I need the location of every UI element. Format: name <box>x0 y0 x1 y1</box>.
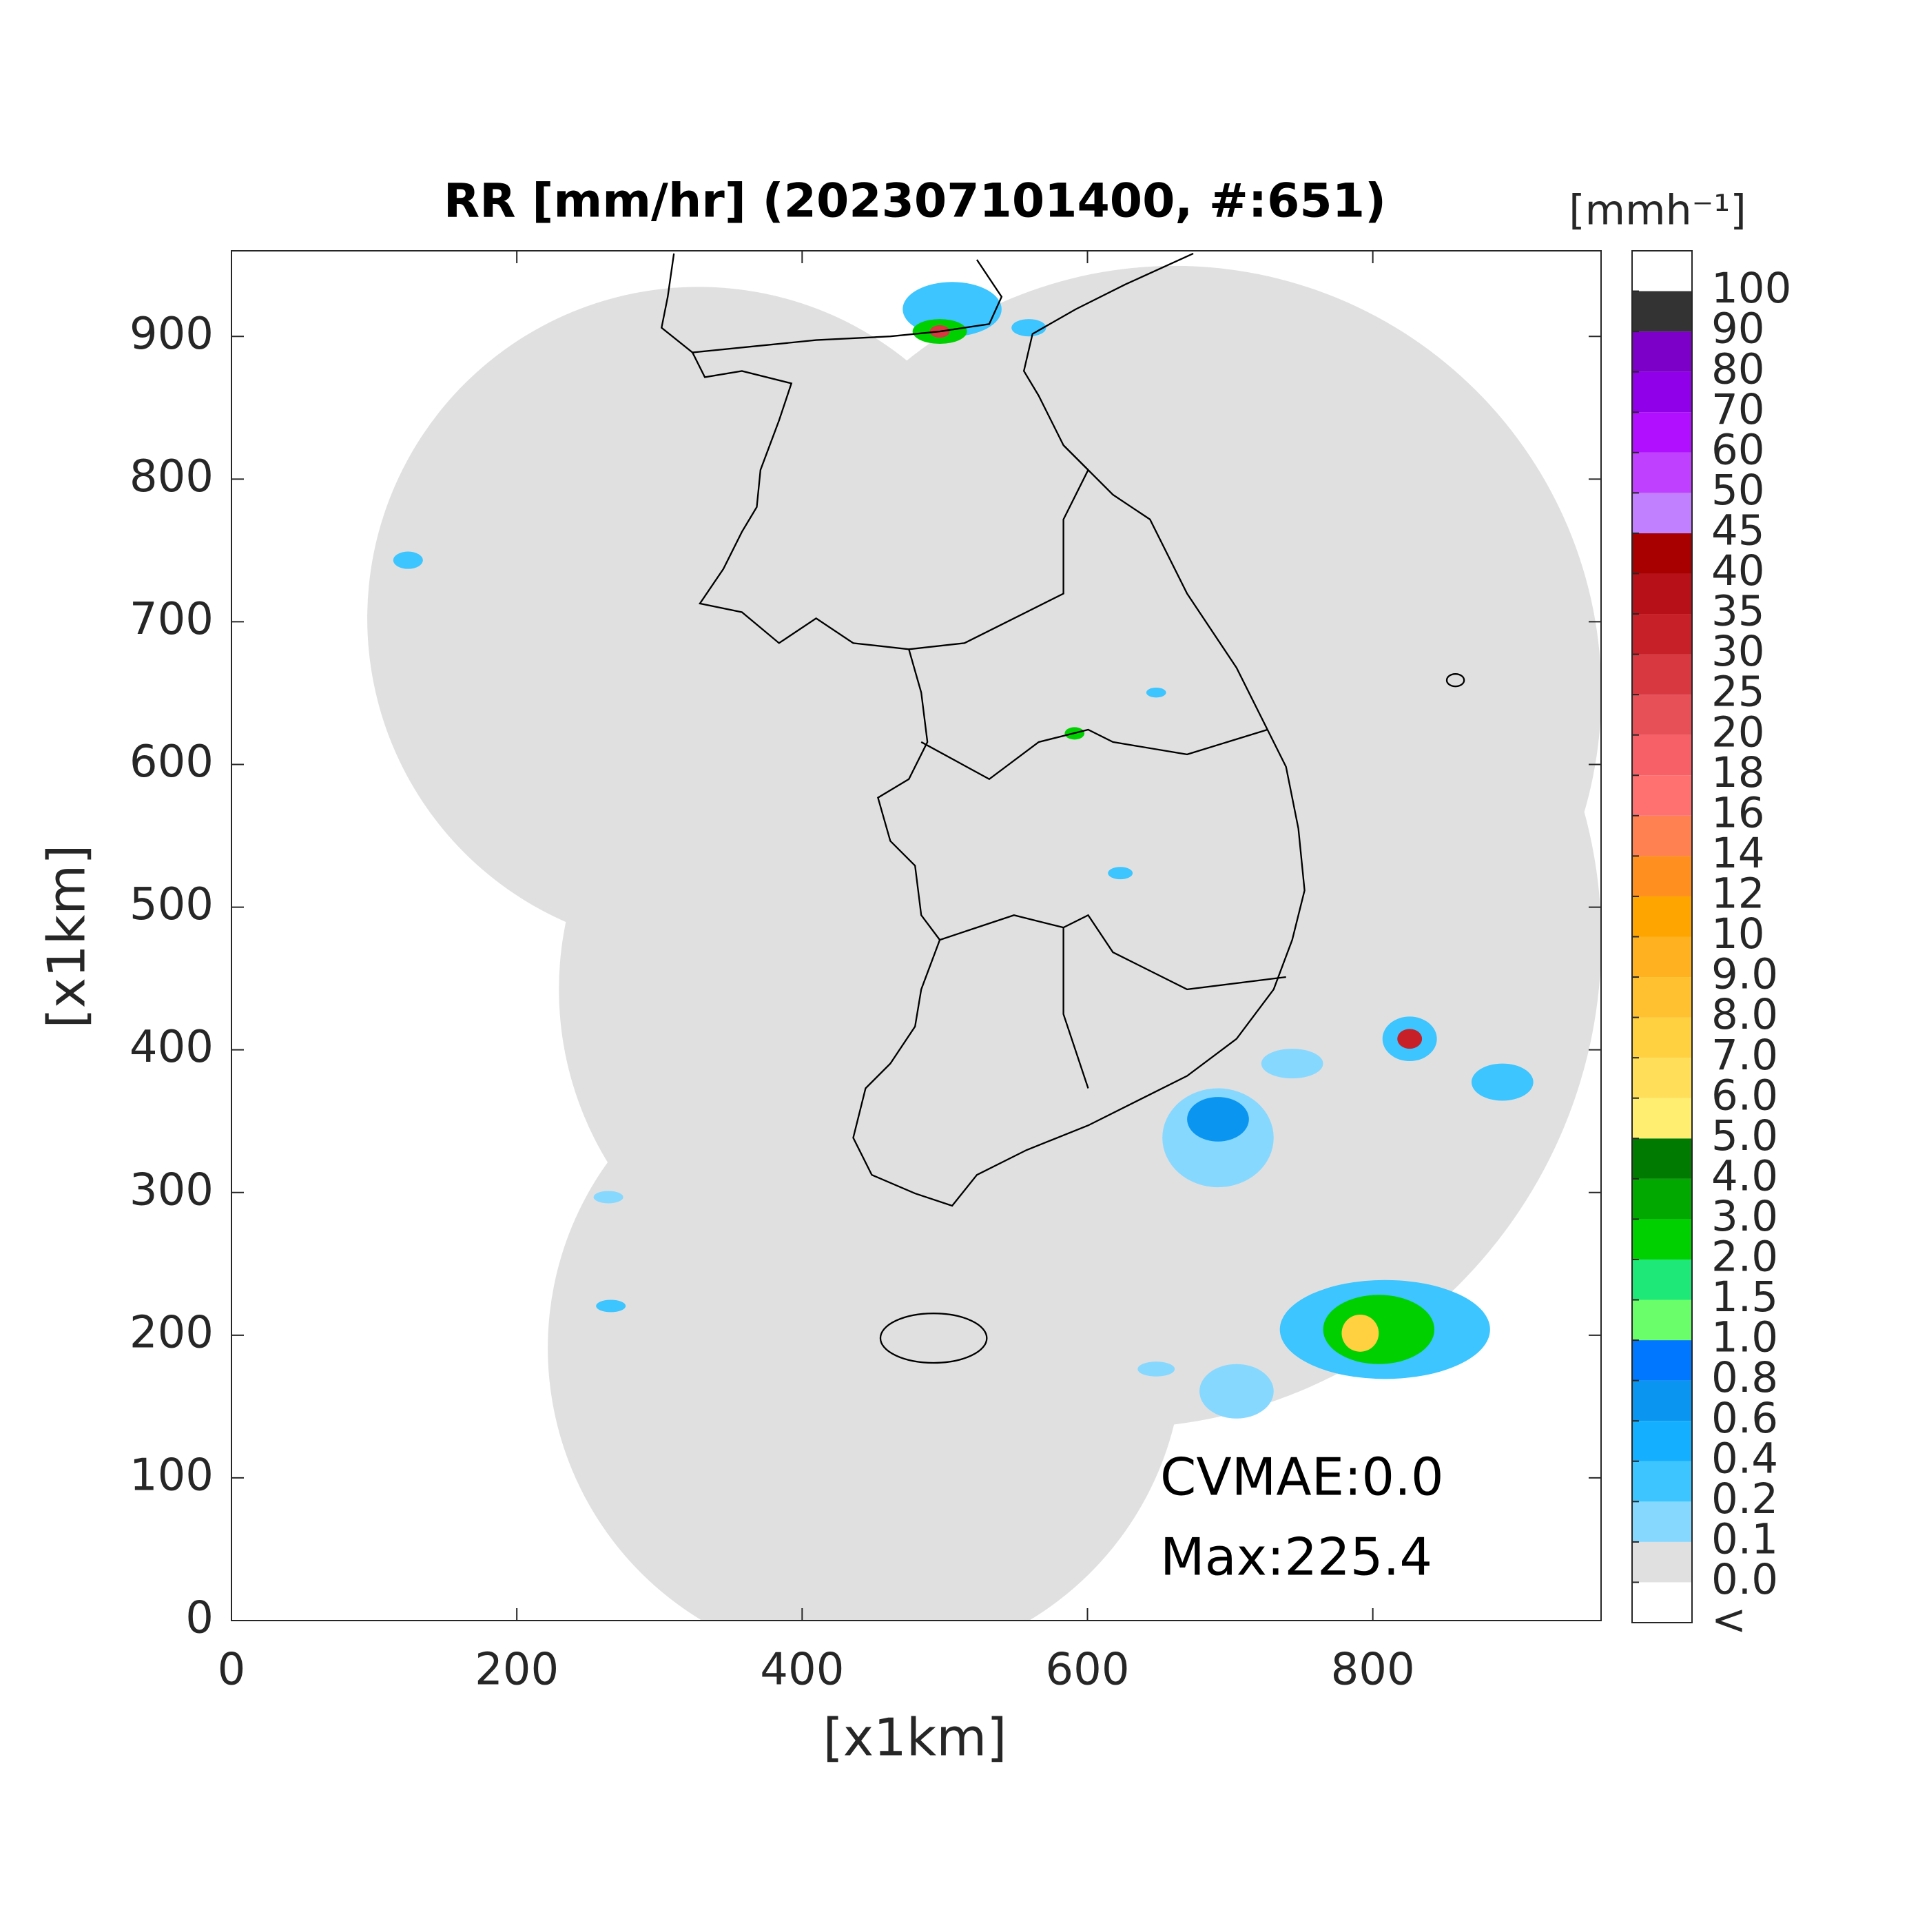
colorbar-label: 60 <box>1711 425 1765 474</box>
colorbar-label: 0.2 <box>1711 1474 1778 1523</box>
colorbar-segment <box>1632 1138 1692 1179</box>
y-tick-label: 300 <box>130 1164 214 1215</box>
colorbar-segment <box>1632 1299 1692 1341</box>
colorbar-segment <box>1632 654 1692 695</box>
colorbar-segment <box>1632 1219 1692 1260</box>
colorbar-unit-label: [mmh⁻¹] <box>1569 187 1746 235</box>
colorbar-label: 6.0 <box>1711 1071 1778 1120</box>
colorbar-label: 100 <box>1711 264 1791 313</box>
colorbar-label: 35 <box>1711 587 1765 636</box>
colorbar-segment <box>1632 371 1692 413</box>
x-axis-label: [x1km] <box>823 1707 1007 1768</box>
x-tick-label: 800 <box>1331 1645 1415 1696</box>
colorbar-label: 1.0 <box>1711 1313 1778 1362</box>
colorbar-segment <box>1632 291 1692 332</box>
colorbar-segment <box>1632 1421 1692 1461</box>
colorbar-segment <box>1632 1098 1692 1139</box>
map-layer <box>367 252 1601 1621</box>
colorbar-segment <box>1632 1380 1692 1421</box>
x-tick-label: 400 <box>760 1645 844 1696</box>
colorbar-segment <box>1632 775 1692 816</box>
colorbar-label: 45 <box>1711 506 1765 555</box>
colorbar-label: 4.0 <box>1711 1151 1778 1200</box>
annotation: Max:225.4 <box>1160 1527 1432 1587</box>
colorbar-segment <box>1632 1501 1692 1542</box>
colorbar-label: 90 <box>1711 305 1765 353</box>
y-tick-label: 800 <box>130 451 214 502</box>
annotation: CVMAE:0.0 <box>1160 1447 1444 1508</box>
colorbar-segment <box>1632 614 1692 655</box>
colorbar-segment <box>1632 493 1692 533</box>
y-tick-label: 900 <box>130 309 214 360</box>
colorbar-segment <box>1632 1017 1692 1058</box>
chart-title: RR [mm/hr] (202307101400, #:651) <box>444 174 1386 229</box>
colorbar-label: 1.5 <box>1711 1273 1778 1322</box>
colorbar-label: 2.0 <box>1711 1233 1778 1282</box>
colorbar-segment <box>1632 1259 1692 1300</box>
colorbar-segment <box>1632 1461 1692 1502</box>
radar-coverage <box>367 266 1601 1621</box>
colorbar-segment <box>1632 1340 1692 1381</box>
colorbar-segment <box>1632 815 1692 856</box>
colorbar-segment <box>1632 734 1692 776</box>
colorbar-label: 18 <box>1711 748 1765 797</box>
y-tick-label: 0 <box>185 1593 214 1644</box>
y-tick-label: 200 <box>130 1307 214 1358</box>
y-tick-label: 400 <box>130 1022 214 1073</box>
colorbar-label: < <box>1711 1596 1746 1645</box>
colorbar-segment <box>1632 452 1692 493</box>
colorbar-segment <box>1632 936 1692 978</box>
rain-echoes <box>393 282 1534 1419</box>
colorbar-segment <box>1632 412 1692 453</box>
x-tick-label: 200 <box>475 1645 559 1696</box>
map-background <box>367 252 1601 1621</box>
colorbar-label: 40 <box>1711 546 1765 595</box>
colorbar-label: 12 <box>1711 870 1765 918</box>
colorbar-segment <box>1632 533 1692 574</box>
colorbar-label: 10 <box>1711 910 1765 958</box>
colorbar-label: 3.0 <box>1711 1192 1778 1241</box>
colorbar-label: 14 <box>1711 829 1765 878</box>
colorbar-label: 9.0 <box>1711 950 1778 999</box>
colorbar-segment <box>1632 573 1692 615</box>
colorbar-label: 5.0 <box>1711 1111 1778 1160</box>
colorbar-segment <box>1632 1541 1692 1583</box>
y-tick-label: 700 <box>130 594 214 645</box>
colorbar-segment <box>1632 856 1692 896</box>
y-tick-label: 600 <box>130 737 214 788</box>
y-axis-label: [x1km] <box>37 844 97 1028</box>
colorbar-label: 30 <box>1711 627 1765 676</box>
colorbar-label: 80 <box>1711 345 1765 393</box>
colorbar-label: 8.0 <box>1711 990 1778 1039</box>
colorbar-segment <box>1632 331 1692 372</box>
colorbar-segment <box>1632 1178 1692 1220</box>
colorbar-label: 20 <box>1711 708 1765 757</box>
y-tick-label: 100 <box>130 1450 214 1501</box>
colorbar-label: 7.0 <box>1711 1031 1778 1080</box>
colorbar-segment <box>1632 896 1692 937</box>
colorbar-label: 0.6 <box>1711 1394 1778 1443</box>
coastline <box>660 252 1465 1364</box>
x-tick-label: 0 <box>218 1645 246 1696</box>
colorbar-label: 25 <box>1711 668 1765 717</box>
colorbar-segment <box>1632 1058 1692 1098</box>
colorbar-label: 0.4 <box>1711 1434 1778 1483</box>
axes-box <box>231 250 1602 1621</box>
colorbar-label: 0.0 <box>1711 1555 1778 1604</box>
colorbar-label: 0.1 <box>1711 1514 1778 1563</box>
colorbar-label: 0.8 <box>1711 1353 1778 1402</box>
colorbar-label: 50 <box>1711 466 1765 515</box>
x-tick-label: 600 <box>1045 1645 1129 1696</box>
colorbar-label: 16 <box>1711 788 1765 837</box>
colorbar-segment <box>1632 695 1692 735</box>
colorbar-segment <box>1632 977 1692 1018</box>
colorbar-label: 70 <box>1711 385 1765 434</box>
colorbar-segment <box>1632 1582 1692 1623</box>
y-tick-label: 500 <box>130 879 214 930</box>
